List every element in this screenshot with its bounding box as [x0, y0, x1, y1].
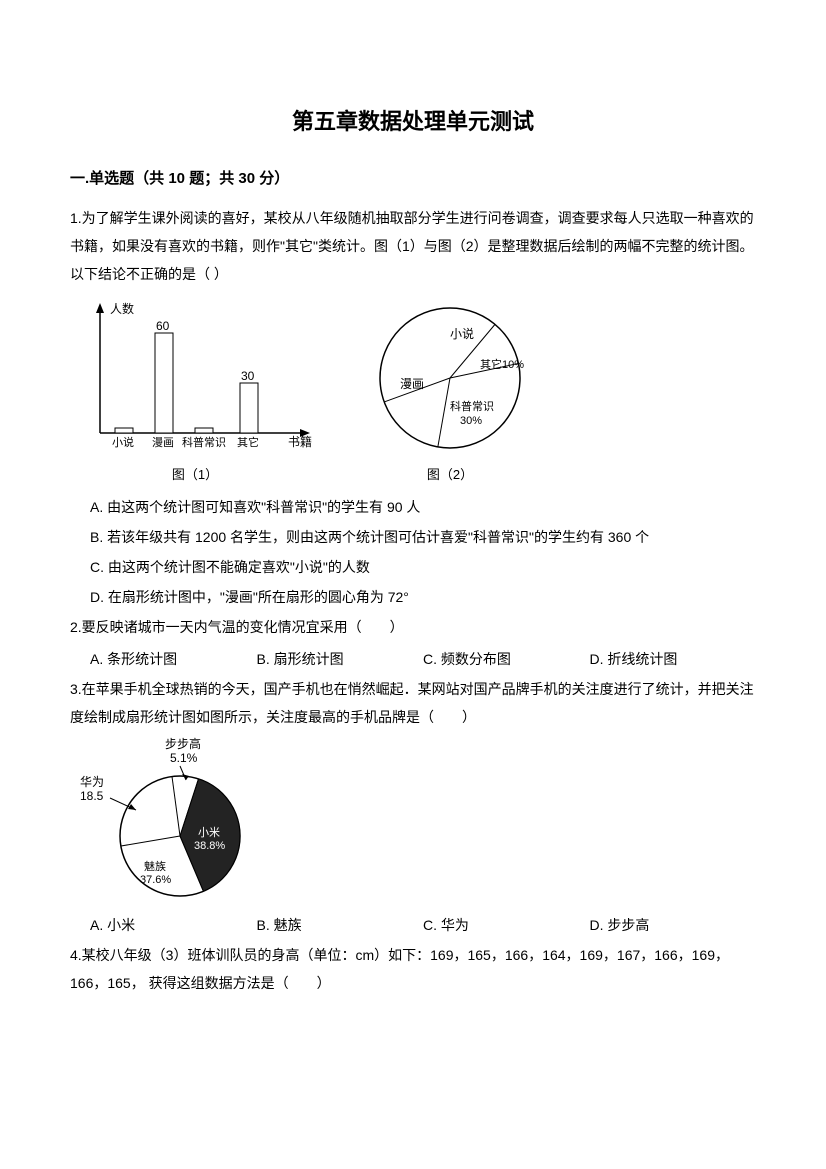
q2-text: 2.要反映诸城市一天内气温的变化情况宜采用（ ） — [70, 613, 756, 641]
pie-chart-svg: 小说 其它10% 科普常识 30% 漫画 — [360, 298, 540, 458]
q1-pie-chart: 小说 其它10% 科普常识 30% 漫画 图（2） — [360, 298, 540, 488]
x-axis-label: 书籍 — [288, 434, 312, 449]
q2-opt-a: A. 条形统计图 — [90, 645, 257, 673]
q3-opt-b: B. 魅族 — [257, 911, 424, 939]
fig2-caption: 图（2） — [427, 462, 473, 488]
svg-text:步步高: 步步高 — [165, 736, 201, 751]
svg-text:30%: 30% — [460, 415, 482, 427]
q3-pie-chart: 小米 38.8% 魅族 37.6% 步步高 5.1% 华为 18.5 — [80, 736, 756, 906]
q1-opt-a: A. 由这两个统计图可知喜欢"科普常识"的学生有 90 人 — [90, 493, 756, 521]
q3-opt-a: A. 小米 — [90, 911, 257, 939]
svg-text:小说: 小说 — [450, 326, 474, 341]
y-axis-label: 人数 — [110, 301, 134, 316]
svg-text:小说: 小说 — [112, 435, 134, 449]
q4-text: 4.某校八年级（3）班体训队员的身高（单位：cm）如下：169，165，166，… — [70, 941, 756, 997]
svg-text:魅族: 魅族 — [144, 859, 166, 873]
q1-opt-d: D. 在扇形统计图中，"漫画"所在扇形的圆心角为 72° — [90, 583, 756, 611]
svg-text:其它: 其它 — [237, 435, 259, 449]
q1-opt-b: B. 若该年级共有 1200 名学生，则由这两个统计图可估计喜爱"科普常识"的学… — [90, 523, 756, 551]
svg-text:5.1%: 5.1% — [170, 751, 198, 765]
q3-opt-c: C. 华为 — [423, 911, 590, 939]
svg-text:60: 60 — [156, 319, 170, 333]
svg-text:科普常识: 科普常识 — [182, 435, 226, 449]
svg-text:漫画: 漫画 — [152, 435, 174, 449]
q1-bar-chart: 人数 书籍 小说 60 漫画 科普常识 30 其它 图（1） — [70, 298, 320, 488]
q2-opt-b: B. 扇形统计图 — [257, 645, 424, 673]
q1-text: 1.为了解学生课外阅读的喜好，某校从八年级随机抽取部分学生进行问卷调查，调查要求… — [70, 204, 756, 288]
svg-text:30: 30 — [241, 369, 255, 383]
svg-text:18.5: 18.5 — [80, 789, 104, 803]
svg-text:38.8%: 38.8% — [194, 840, 225, 852]
svg-text:漫画: 漫画 — [400, 377, 424, 391]
fig1-caption: 图（1） — [172, 462, 218, 488]
section-header: 一.单选题（共 10 题；共 30 分） — [70, 164, 756, 194]
q1-figures: 人数 书籍 小说 60 漫画 科普常识 30 其它 图（1） — [70, 298, 756, 488]
svg-text:37.6%: 37.6% — [140, 874, 171, 886]
q3-opt-d: D. 步步高 — [590, 911, 757, 939]
q2-options: A. 条形统计图 B. 扇形统计图 C. 频数分布图 D. 折线统计图 — [70, 645, 756, 675]
svg-text:小米: 小米 — [198, 826, 220, 839]
bar-chart-svg: 人数 书籍 小说 60 漫画 科普常识 30 其它 — [70, 298, 320, 458]
q1-opt-c: C. 由这两个统计图不能确定喜欢"小说"的人数 — [90, 553, 756, 581]
svg-text:科普常识: 科普常识 — [450, 399, 494, 413]
q3-options: A. 小米 B. 魅族 C. 华为 D. 步步高 — [70, 911, 756, 941]
q3-text: 3.在苹果手机全球热销的今天，国产手机也在悄然崛起．某网站对国产品牌手机的关注度… — [70, 675, 756, 731]
q1-options: A. 由这两个统计图可知喜欢"科普常识"的学生有 90 人 B. 若该年级共有 … — [70, 493, 756, 611]
q2-opt-c: C. 频数分布图 — [423, 645, 590, 673]
q2-opt-d: D. 折线统计图 — [590, 645, 757, 673]
svg-text:华为: 华为 — [80, 775, 104, 789]
page-title: 第五章数据处理单元测试 — [70, 100, 756, 144]
q3-pie-svg: 小米 38.8% 魅族 37.6% 步步高 5.1% 华为 18.5 — [80, 736, 280, 906]
svg-text:其它10%: 其它10% — [480, 357, 524, 371]
